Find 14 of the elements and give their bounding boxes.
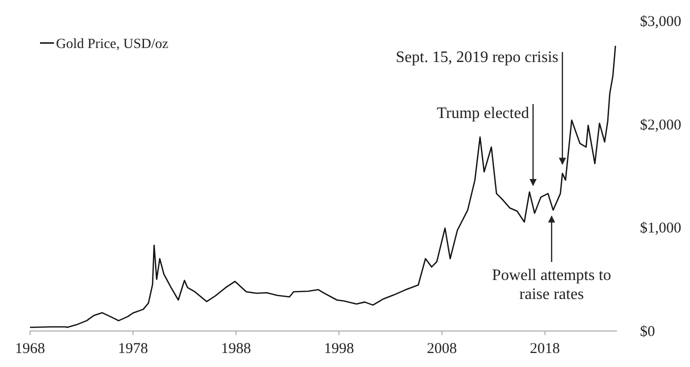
y-tick-label: $0 [640,324,655,340]
x-tick-label: 1968 [15,341,45,357]
legend-label: Gold Price, USD/oz [56,37,168,52]
annotation: Trump elected [436,105,530,122]
y-tick-label: $1,000 [640,220,682,237]
x-tick-label: 2008 [426,341,457,357]
annotation: Sept. 15, 2019 repo crisis [396,49,558,66]
y-tick-label: $3,000 [640,14,682,30]
x-tick-label: 1988 [220,341,251,357]
y-tick-label: $2,000 [640,117,682,134]
x-tick-label: 2018 [530,341,560,357]
annotation: Powell attempts to raise rates [492,267,612,303]
x-tick-label: 1978 [118,341,148,357]
x-tick-label: 1998 [324,341,354,357]
